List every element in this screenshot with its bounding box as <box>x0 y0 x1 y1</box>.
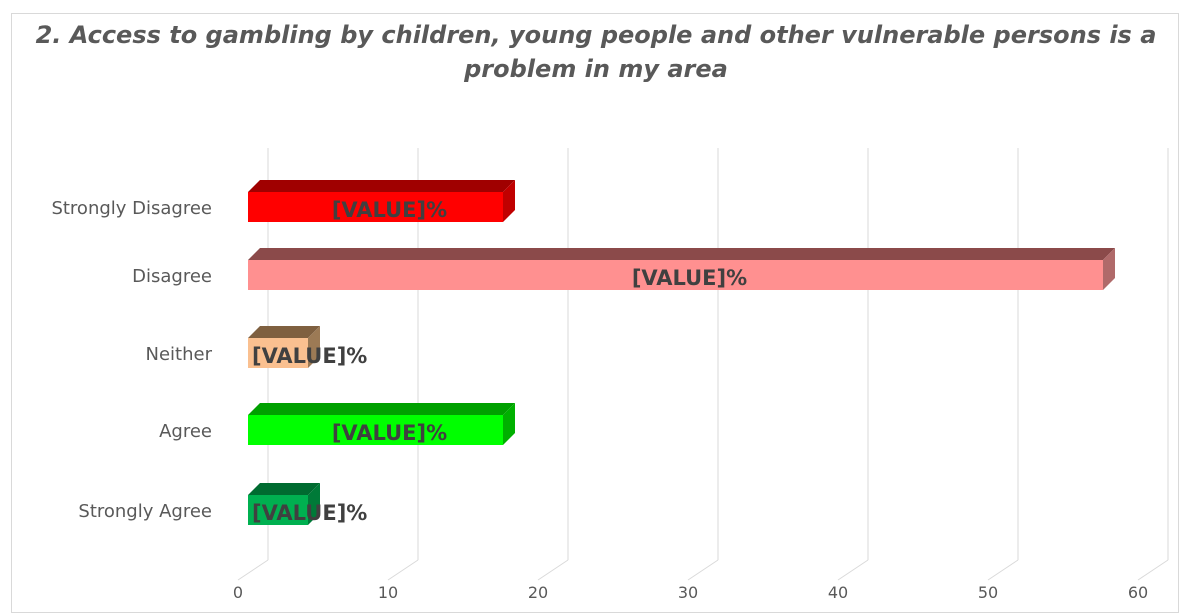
category-label-strongly-disagree: Strongly Disagree <box>51 198 212 219</box>
x-tick-labels: 0 10 20 30 40 50 60 <box>233 583 1148 602</box>
data-label-strongly-disagree: [VALUE]% <box>332 198 447 222</box>
bar-top-agree <box>248 403 515 415</box>
data-label-neither: [VALUE]% <box>252 344 367 368</box>
chart-title-line-2: problem in my area <box>464 55 728 83</box>
bar-top-disagree <box>248 248 1115 260</box>
bar-side-agree <box>503 403 515 445</box>
category-label-disagree: Disagree <box>132 266 212 287</box>
bar-disagree <box>248 260 1103 290</box>
gridline-floor-10 <box>387 559 419 581</box>
x-tick-label-40: 40 <box>828 583 848 602</box>
bars <box>248 180 1115 525</box>
x-tick-label-30: 30 <box>678 583 698 602</box>
chart-title-line-1: 2. Access to gambling by children, young… <box>35 21 1157 49</box>
data-label-agree: [VALUE]% <box>332 421 447 445</box>
chart-frame <box>11 13 1179 613</box>
bar-strongly-disagree <box>248 192 503 222</box>
gridline-floor-50 <box>987 559 1019 581</box>
x-tick-label-10: 10 <box>378 583 398 602</box>
bar-side-strongly-agree <box>308 483 320 525</box>
category-label-neither: Neither <box>146 344 213 365</box>
bar-top-strongly-agree <box>248 483 320 495</box>
x-tick-label-50: 50 <box>978 583 998 602</box>
x-tick-label-60: 60 <box>1128 583 1148 602</box>
category-label-strongly-agree: Strongly Agree <box>78 501 212 522</box>
gridlines <box>237 148 1169 581</box>
chart-title: 2. Access to gambling by children, young… <box>0 18 1192 86</box>
bar-top-neither <box>248 326 320 338</box>
bar-side-strongly-disagree <box>503 180 515 222</box>
bar-neither <box>248 338 308 368</box>
gridline-floor-20 <box>537 559 569 581</box>
bar-side-neither <box>308 326 320 368</box>
gridline-floor-0 <box>237 559 269 581</box>
gridline-floor-40 <box>837 559 869 581</box>
category-label-agree: Agree <box>159 421 212 442</box>
bar-top-strongly-disagree <box>248 180 515 192</box>
category-labels: Strongly Disagree Disagree Neither Agree Str… <box>51 198 212 522</box>
data-label-strongly-agree: [VALUE]% <box>252 501 367 525</box>
bar-strongly-agree <box>248 495 308 525</box>
bar-side-disagree <box>1103 248 1115 290</box>
gridline-floor-60 <box>1137 559 1169 581</box>
data-label-disagree: [VALUE]% <box>632 266 747 290</box>
x-tick-label-0: 0 <box>233 583 243 602</box>
gridline-floor-30 <box>687 559 719 581</box>
data-labels: [VALUE]% [VALUE]% [VALUE]% [VALUE]% [VALUE]% <box>252 198 747 525</box>
x-tick-label-20: 20 <box>528 583 548 602</box>
bar-agree <box>248 415 503 445</box>
